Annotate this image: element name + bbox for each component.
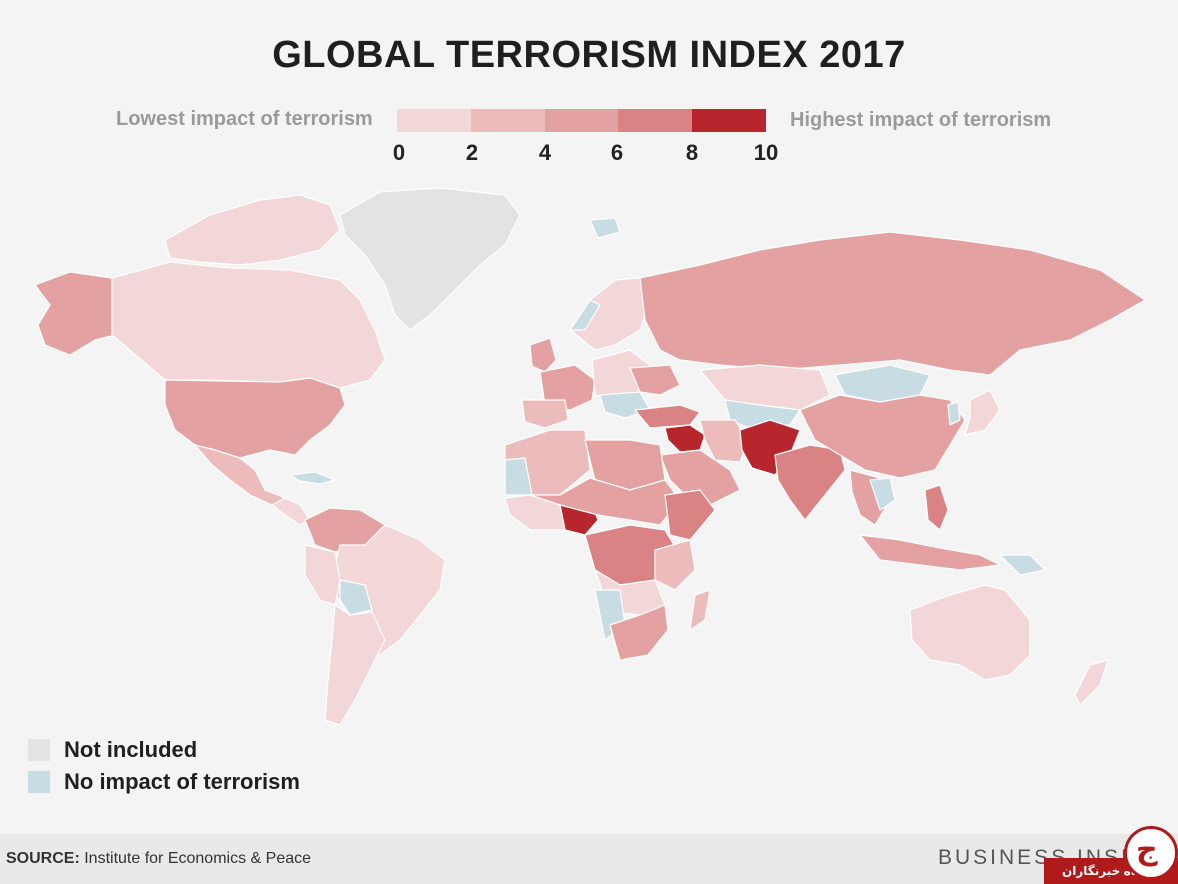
region-korea	[947, 401, 961, 426]
region-alaska	[34, 271, 116, 356]
scale-step-1	[397, 109, 471, 132]
region-west-africa-coast	[504, 494, 566, 531]
scale-tick-2: 2	[465, 140, 479, 165]
region-madagascar	[689, 589, 711, 631]
legend-swatch-no-impact	[28, 771, 50, 793]
scale-low-label: Lowest impact of terrorism	[116, 108, 373, 130]
region-iraq-syria	[664, 424, 706, 453]
region-peru	[304, 544, 341, 606]
map-title: GLOBAL TERRORISM INDEX 2017	[272, 34, 906, 76]
region-ukraine	[629, 364, 681, 396]
source-label: SOURCE:	[6, 850, 80, 867]
region-thailand-laos	[869, 477, 896, 511]
scale-tick-8: 8	[685, 140, 699, 165]
region-kazakhstan	[699, 364, 831, 411]
scale-step-5	[692, 109, 766, 132]
scale-step-3	[544, 109, 619, 132]
region-indonesia	[859, 534, 1001, 571]
legend-swatch-not-included	[28, 739, 50, 761]
source-credit: SOURCE: Institute for Economics & Peace	[6, 850, 311, 868]
scale-high-label: Highest impact of terrorism	[790, 109, 1052, 131]
region-norway-west	[569, 299, 601, 331]
region-new-zealand	[1074, 659, 1109, 706]
region-south-africa	[609, 604, 669, 661]
region-australia	[909, 584, 1031, 681]
region-horn-of-africa	[664, 489, 716, 541]
region-philippines	[924, 484, 949, 531]
region-usa	[164, 377, 346, 459]
region-argentina-chile	[324, 604, 386, 726]
region-central-america	[271, 497, 311, 526]
scale-tick-0: 0	[392, 140, 406, 165]
region-iran	[699, 419, 749, 463]
legend-not-included: Not included	[28, 737, 197, 763]
legend-label-not-included: Not included	[64, 737, 198, 762]
scale-tick-4: 4	[538, 140, 552, 165]
color-scale-bar	[397, 109, 766, 132]
scale-step-4	[618, 109, 693, 132]
scale-tick-10: 10	[753, 140, 779, 165]
region-japan	[964, 389, 1001, 436]
region-canada	[111, 261, 386, 389]
region-greenland	[339, 187, 521, 331]
region-iberia	[521, 399, 569, 429]
region-bolivia	[339, 579, 373, 616]
legend-no-impact: No impact of terrorism	[28, 769, 300, 795]
region-east-africa	[654, 539, 696, 591]
region-papua	[999, 554, 1046, 576]
scale-step-2	[470, 109, 545, 132]
region-iceland	[589, 217, 621, 239]
region-india	[774, 444, 846, 521]
region-russia	[639, 231, 1146, 376]
footer-bar	[0, 834, 1178, 884]
source-text: Institute for Economics & Peace	[84, 850, 312, 867]
region-cuba	[289, 471, 336, 485]
watermark-logo	[1124, 826, 1178, 880]
region-arabia	[659, 449, 741, 506]
watermark-logo-icon: ج	[1136, 833, 1158, 866]
legend-label-no-impact: No impact of terrorism	[64, 769, 300, 794]
world-map	[34, 187, 1146, 726]
region-uk	[529, 337, 557, 373]
scale-tick-6: 6	[610, 140, 624, 165]
region-turkey	[634, 404, 701, 429]
region-canada-islands	[164, 194, 341, 266]
region-china	[799, 394, 966, 479]
